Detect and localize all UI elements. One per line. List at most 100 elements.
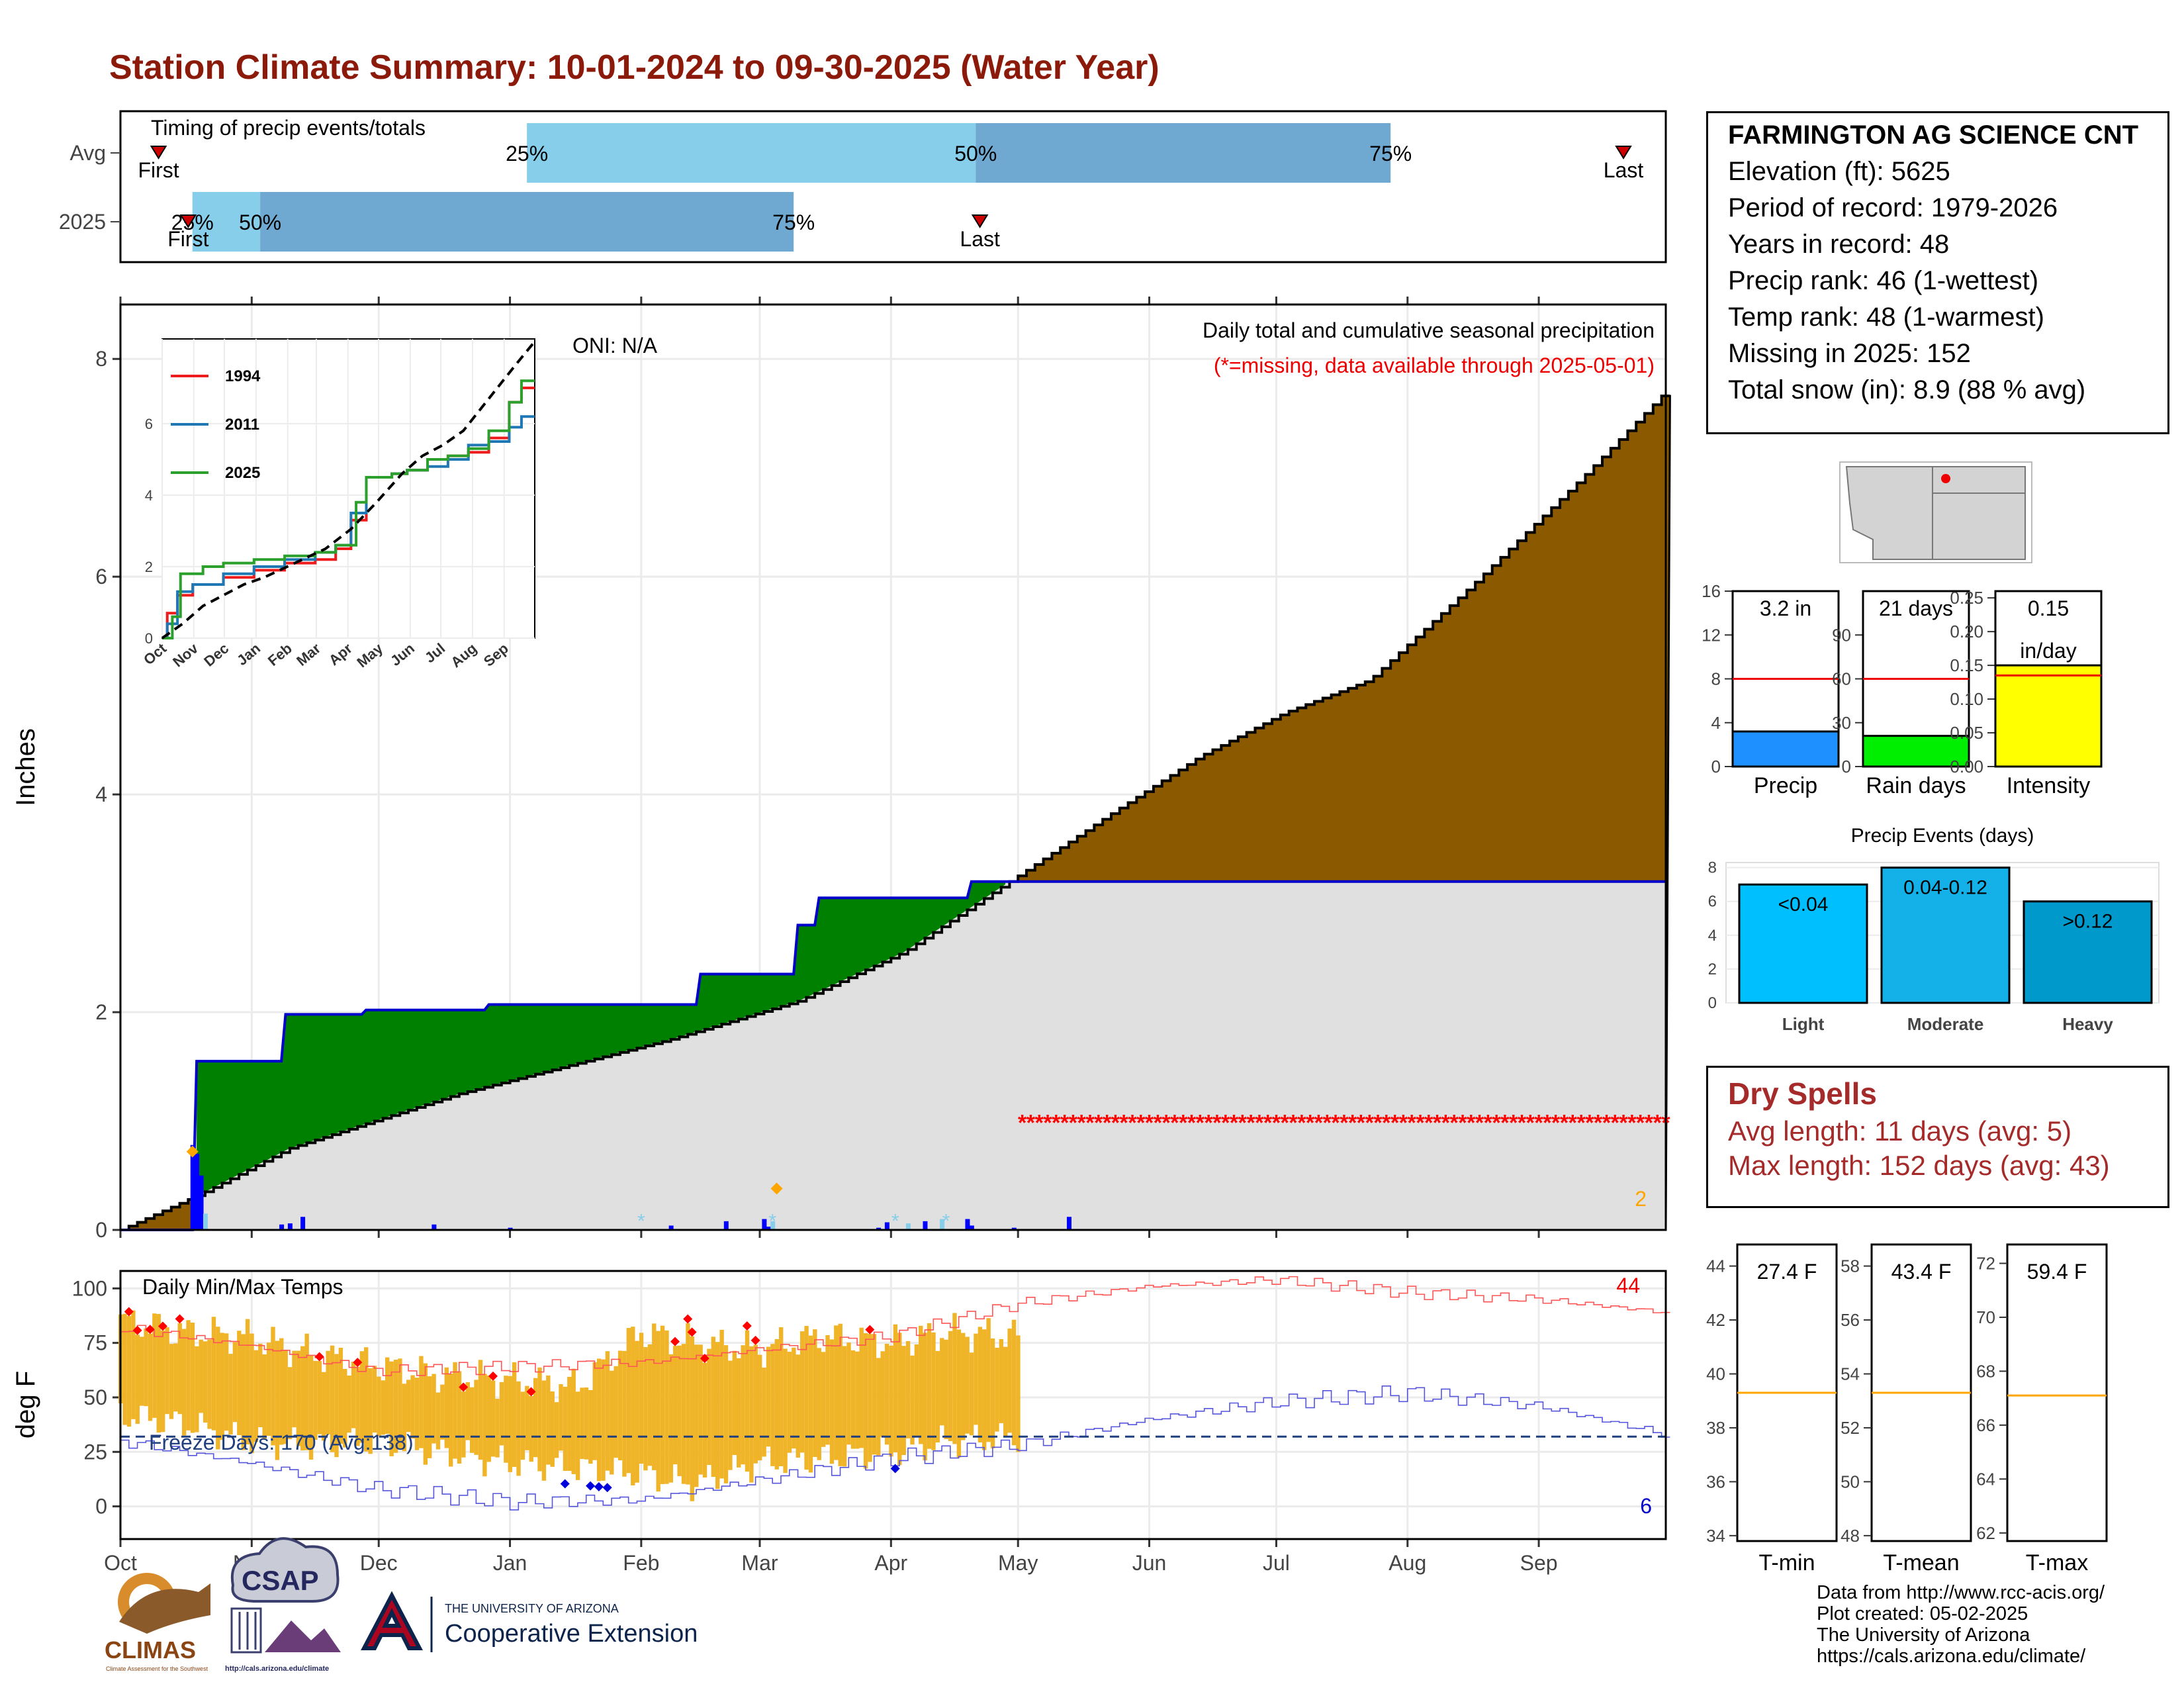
daily-temp-bar [948,1331,953,1442]
daily-precip-bar [969,1225,974,1230]
record-high-marker [158,1321,167,1331]
csap-wordmark: CSAP [242,1565,319,1596]
tmax-tick-label: 64 [1976,1469,1995,1489]
daily-temp-bar [250,1333,254,1454]
missing-data-marker: * [1314,1111,1324,1136]
events-bar-label: >0.12 [2063,911,2113,933]
tmean-axis-label: T-mean [1883,1550,1959,1575]
inset-line-avg [161,340,536,639]
daily-temp-bar [910,1355,915,1445]
daily-temp-bar [596,1358,602,1481]
intensity-tick-label: 0.10 [1950,689,1983,709]
daily-temp-bar [643,1346,648,1471]
record-max-line [120,1276,1670,1376]
daily-temp-bar [368,1368,373,1454]
temp-y-tick-label: 100 [72,1276,107,1300]
missing-data-marker: * [1543,1111,1552,1136]
snow-marker: * [768,1211,776,1233]
daily-temp-bar [550,1391,555,1467]
daily-temp-bar [850,1350,856,1449]
daily-temp-bar [372,1366,377,1433]
daily-temp-bar [237,1331,242,1435]
missing-data-marker: * [1204,1111,1213,1136]
missing-data-marker: * [1627,1111,1637,1136]
missing-data-marker: * [1128,1111,1137,1136]
daily-temp-bar [990,1338,995,1448]
daily-temp-bar [520,1391,525,1460]
tmean-tick-label: 50 [1841,1472,1860,1491]
precip-y-tick-label: 8 [95,347,107,371]
daily-temp-bar [1016,1335,1021,1452]
timing-2025-last-marker [971,214,989,228]
daily-temp-bar [419,1356,424,1448]
daily-temp-bar [940,1338,944,1426]
daily-temp-bar [444,1367,449,1448]
daily-snow-bar [770,1221,776,1230]
tmax-tick-label: 70 [1976,1307,1995,1327]
precip-tick-label: 12 [1702,625,1721,645]
daily-temp-bar [813,1329,817,1457]
daily-temp-bar [165,1327,169,1415]
missing-data-marker: * [1408,1111,1417,1136]
daily-temp-bar [741,1345,745,1465]
record-low-marker [602,1483,612,1493]
missing-data-marker: * [1390,1111,1400,1136]
tmin-value-label: 27.4 F [1757,1260,1817,1284]
daily-temp-bar [190,1323,195,1433]
timing-2025-last-label: Last [960,227,1000,251]
tmax-tick-label: 66 [1976,1415,1995,1435]
daily-temp-bar [897,1333,902,1466]
credit-line: The University of Arizona [1817,1624,2030,1646]
daily-temp-bar [927,1323,932,1449]
missing-data-marker: * [1585,1111,1594,1136]
missing-data-marker: * [1111,1111,1120,1136]
missing-data-marker: * [1238,1111,1248,1136]
snow-marker: * [637,1211,645,1233]
daily-temp-bar [406,1380,411,1432]
missing-note: (*=missing, data available through 2025-… [1214,353,1655,377]
daily-temp-bar [253,1350,259,1442]
climas-subtitle: Climate Assessment for the Southwest [106,1665,208,1672]
tmean-tick-label: 52 [1841,1418,1860,1438]
events-tick-label: 8 [1708,859,1717,877]
daily-precip-bar [923,1221,928,1230]
missing-data-marker: * [1348,1111,1357,1136]
daily-temp-bar [148,1333,153,1421]
daily-temp-bar [414,1378,420,1450]
daily-temp-bar [601,1359,606,1481]
timing-2025-q25-q50-bar [192,192,261,252]
daily-temp-bar [207,1339,212,1429]
daily-temp-bar [457,1371,462,1464]
daily-temp-bar [423,1363,428,1465]
missing-data-marker: * [1306,1111,1315,1136]
timing-avg-q75-label: 75% [1369,142,1412,165]
events-chart: Precip Events (days) 0 2 4 6 8 <0.04 Light 0.04… [1708,825,2160,1034]
daily-temp-bar [296,1350,301,1446]
daily-temp-bar [978,1327,983,1442]
missing-data-marker: * [1500,1111,1510,1136]
daily-temp-bar [525,1385,529,1450]
timing-2025-first-label: First [167,227,208,251]
daily-temp-bar [880,1351,885,1437]
missing-data-marker: * [1467,1111,1476,1136]
daily-temp-bar [292,1350,296,1428]
missing-data-marker: * [1365,1111,1375,1136]
daily-temp-bar [478,1360,483,1460]
daily-temp-bar [279,1338,284,1445]
snow-marker: * [891,1211,899,1233]
missing-data-marker: * [1077,1111,1087,1136]
daily-temp-bar [965,1336,970,1434]
daily-temp-bar [698,1344,703,1475]
record-high-marker [751,1335,760,1345]
dry-spells-box: Dry Spells Avg length: 11 days (avg: 5) … [1706,1066,2169,1208]
mini-bar-charts: 0 4 8 12 16 3.2 in Precip 0 30 60 90 21 days Rain da… [1702,581,2103,798]
daily-temp-bar [453,1362,457,1459]
missing-data-marker: * [1196,1111,1205,1136]
month-axis-label: Oct [104,1551,137,1575]
missing-data-marker: * [1255,1111,1264,1136]
daily-temp-bar [770,1344,775,1466]
missing-data-marker: * [1373,1111,1383,1136]
daily-temp-bar [495,1399,500,1458]
missing-data-marker: * [1611,1111,1620,1136]
